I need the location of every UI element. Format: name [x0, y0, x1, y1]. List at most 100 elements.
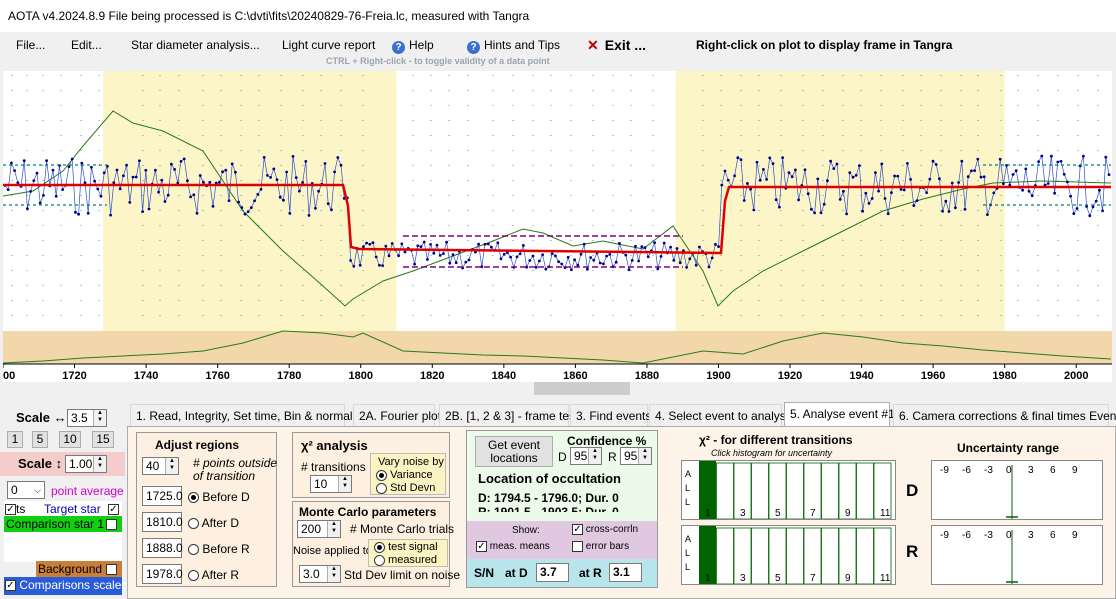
- data-point: [915, 199, 919, 203]
- menu-exit[interactable]: ✕ Exit ...: [587, 37, 646, 54]
- variance-radio[interactable]: Variance: [376, 469, 433, 481]
- after-r-value[interactable]: 1978.0: [142, 564, 183, 584]
- scale-horizontal-input[interactable]: 3.5 ▲ ▼: [67, 409, 107, 427]
- data-point: [602, 262, 605, 266]
- points-outside-input[interactable]: 40 ▲ ▼: [142, 457, 179, 475]
- data-point: [32, 179, 36, 182]
- spin-arrows-icon[interactable]: ▲ ▼: [327, 566, 340, 582]
- data-point: [1085, 205, 1088, 208]
- after-d-value[interactable]: 1810.0: [142, 512, 183, 532]
- pts-checkbox[interactable]: ✓ts: [5, 502, 25, 516]
- plot-canvas[interactable]: 1700 1720 1740 1760 1780 1800 1820 1840 1860 1880…: [0, 71, 1112, 382]
- data-point: [925, 191, 928, 194]
- measured-radio[interactable]: measured: [374, 554, 437, 566]
- point-average-label: point average: [51, 484, 124, 498]
- target-star-checkbox[interactable]: ✓: [108, 502, 119, 516]
- data-point: [490, 245, 493, 249]
- tab-analyse-event[interactable]: 5. Analyse event #1: [784, 402, 895, 427]
- x-axis: 1700 1720 1740 1760 1780 1800 1820 1840 1860 1880…: [0, 363, 1112, 382]
- chi2-histogram-d[interactable]: A L L 1 3 5 7 9 11: [681, 460, 896, 520]
- scale-vertical-input[interactable]: 1.00 ▲ ▼: [65, 455, 107, 473]
- spin-arrows-icon[interactable]: ▲ ▼: [338, 476, 351, 492]
- zoom-5-button[interactable]: 5: [32, 431, 48, 448]
- point-average-select[interactable]: 0 ⌵: [7, 481, 45, 499]
- background-checkbox[interactable]: [106, 562, 117, 576]
- transitions-input[interactable]: 10 ▲ ▼: [310, 475, 352, 493]
- data-point: [794, 168, 797, 172]
- spin-arrows-icon[interactable]: ▲ ▼: [638, 448, 651, 464]
- tab-select-event[interactable]: 4. Select event to analyse: [649, 404, 792, 426]
- menu-file[interactable]: File...: [16, 38, 46, 52]
- uncertainty-tick-label: 0: [1006, 465, 1012, 476]
- histogram-side-letter: L: [685, 548, 690, 558]
- after-d-radio[interactable]: After D: [188, 516, 239, 530]
- tab-fourier-plot[interactable]: 2A. Fourier plot: [353, 404, 441, 426]
- spin-arrows-icon[interactable]: ▲ ▼: [93, 410, 106, 426]
- spin-arrows-icon[interactable]: ▲ ▼: [165, 458, 178, 474]
- after-r-radio[interactable]: After R: [188, 568, 239, 582]
- comparison-star-1-checkbox[interactable]: [106, 517, 117, 531]
- spin-arrows-icon[interactable]: ▲ ▼: [93, 456, 106, 472]
- data-point: [726, 178, 730, 182]
- meas-means-checkbox[interactable]: ✓ meas. means: [476, 541, 550, 552]
- spin-arrows-icon[interactable]: ▲ ▼: [327, 521, 340, 537]
- before-r-radio[interactable]: Before R: [188, 542, 250, 556]
- tab-frame-test[interactable]: 2B. [1, 2 & 3] - frame test: [439, 404, 578, 426]
- tab-read-integrity[interactable]: 1. Read, Integrity, Set time, Bin & norm…: [130, 404, 368, 426]
- monte-carlo-trials-input[interactable]: 200 ▲ ▼: [297, 520, 341, 538]
- std-dev-limit-input[interactable]: 3.0 ▲ ▼: [299, 565, 341, 583]
- uncertainty-d-plot[interactable]: -9 -6 -3 0 3 6 9: [931, 460, 1103, 520]
- scrollbar-thumb[interactable]: [534, 382, 630, 395]
- data-point: [173, 168, 177, 171]
- data-point: [125, 163, 128, 167]
- data-point: [1037, 160, 1040, 163]
- data-point: [250, 206, 253, 210]
- data-point: [339, 163, 343, 167]
- data-point: [253, 199, 256, 203]
- data-point: [403, 250, 407, 254]
- tab-find-events[interactable]: 3. Find events: [570, 404, 651, 426]
- menu-light-curve-report[interactable]: Light curve report: [282, 38, 376, 52]
- data-point: [765, 178, 768, 181]
- radio-icon: [188, 570, 199, 582]
- zoom-1-button[interactable]: 1: [7, 431, 23, 448]
- data-point: [10, 161, 13, 165]
- get-event-locations-button[interactable]: Get event locations: [475, 436, 553, 467]
- menu-help[interactable]: ? Help: [392, 38, 434, 54]
- stddev-radio[interactable]: Std Devn: [376, 482, 435, 494]
- menu-star-diameter[interactable]: Star diameter analysis...: [131, 38, 260, 52]
- plot-horizontal-scrollbar[interactable]: [3, 382, 1112, 395]
- data-point: [906, 162, 909, 165]
- spin-arrows-icon[interactable]: ▲ ▼: [588, 448, 601, 464]
- data-point: [787, 171, 791, 175]
- data-point: [806, 192, 810, 196]
- x-tick-label: 1920: [778, 370, 802, 382]
- zoom-15-button[interactable]: 15: [92, 431, 114, 448]
- menu-hints[interactable]: ? Hints and Tips: [467, 38, 560, 54]
- data-point: [883, 197, 887, 200]
- comparisons-scaled-checkbox[interactable]: ✓ Comparisons scaled: [5, 578, 128, 592]
- error-bars-checkbox[interactable]: error bars: [572, 541, 629, 552]
- tab-camera-corrections[interactable]: 6. Camera corrections & final times Even…: [893, 404, 1116, 426]
- data-point: [637, 259, 640, 263]
- menu-edit[interactable]: Edit...: [71, 38, 102, 52]
- test-signal-radio[interactable]: test signal: [374, 541, 438, 553]
- chi2-histogram-r[interactable]: A L L 1 3 5 7 9 11: [681, 525, 896, 585]
- confidence-r-input[interactable]: 95 ▲ ▼: [620, 447, 652, 465]
- cross-corrln-checkbox[interactable]: ✓ cross-corrln: [572, 524, 638, 535]
- confidence-d-input[interactable]: 95 ▲ ▼: [570, 447, 602, 465]
- data-point: [144, 168, 148, 172]
- before-d-radio[interactable]: Before D: [188, 490, 250, 504]
- before-d-value[interactable]: 1725.0: [142, 486, 183, 506]
- data-point: [1104, 155, 1108, 159]
- zoom-10-button[interactable]: 10: [59, 431, 81, 448]
- before-r-value[interactable]: 1888.0: [142, 538, 183, 558]
- data-point: [707, 265, 711, 269]
- light-curve-plot[interactable]: 1700 1720 1740 1760 1780 1800 1820 1840 1860 1880…: [0, 71, 1112, 382]
- uncertainty-r-plot[interactable]: -9 -6 -3 0 3 6 9: [931, 525, 1103, 585]
- data-point: [51, 168, 55, 172]
- sn-at-r-value: 3.1: [609, 563, 642, 582]
- data-point: [147, 207, 151, 211]
